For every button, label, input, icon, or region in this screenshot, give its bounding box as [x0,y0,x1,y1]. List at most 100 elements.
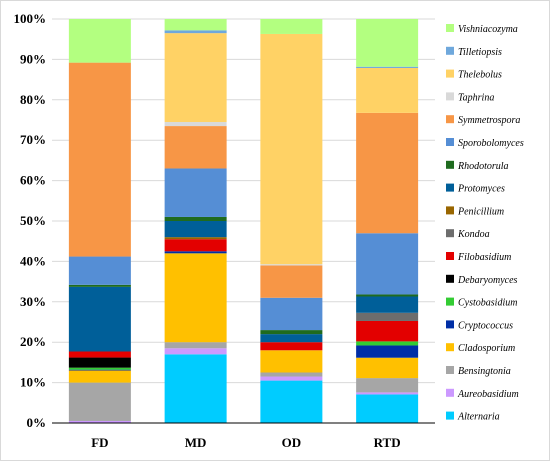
bars-layer [68,19,419,423]
bar-segment-debaryomyces-fd [68,357,131,368]
bar-segment-rhodotorula-md [164,216,227,221]
bar-segment-kondoa-rtd [356,312,419,321]
bar-segment-bensingtonia-fd [68,382,131,421]
x-tick-label: MD [185,435,207,450]
legend-label: Penicillium [457,206,504,217]
bar-segment-cladosporium-md [164,253,227,343]
legend-swatch [446,229,454,238]
y-tick-label: 40% [20,253,46,268]
bar-segment-cryptococcus-fd [68,369,131,371]
bar-segment-vishniacozyma-fd [68,19,131,63]
legend-label: Thelebolus [458,70,502,81]
y-tick-label: 0% [27,415,47,430]
bar-segment-protomyces-md [164,221,227,238]
bar-segment-sporobolomyces-md [164,168,227,217]
legend-swatch [446,183,454,192]
legend-swatch [446,69,454,78]
bar-segment-taphrina-od [260,264,323,266]
y-tick-label: 90% [20,51,46,66]
legend-label: Aureobasidium [457,389,519,400]
y-tick-label: 60% [20,173,46,188]
legend-label: Debaryomyces [457,275,518,286]
legend-label: Rhodotorula [457,161,509,172]
bar-segment-cystobasidium-fd [68,367,131,370]
y-tick-label: 70% [20,132,46,147]
legend-label: Alternaria [457,412,500,423]
legend-swatch [446,24,454,32]
legend-label: Vishniacozyma [458,24,518,35]
bar-segment-rhodotorula-od [260,330,323,335]
bar-segment-bensingtonia-od [260,372,323,377]
bar-segment-tilletiopsis-rtd [356,66,419,68]
legend-label: Protomyces [457,184,505,195]
legend-swatch [446,388,454,397]
bar-segment-filobasidium-md [164,239,227,252]
bar-segment-alternaria-od [260,380,323,423]
legend-label: Bensingtonia [458,366,511,377]
bar-segment-cryptococcus-rtd [356,345,419,358]
bar-segment-protomyces-rtd [356,296,419,313]
bar-segment-rhodotorula-fd [68,284,131,287]
legend-swatch [446,160,454,169]
legend-swatch [446,138,454,146]
bar-segment-cladosporium-od [260,350,323,373]
legend-swatch [446,366,454,374]
bar-segment-sporobolomyces-fd [68,256,131,285]
legend-swatch [446,274,454,283]
legend-label: Cladosporium [458,343,515,354]
bar-segment-aureobasidium-md [164,348,227,355]
legend-label: Cystobasidium [458,298,517,309]
y-tick-label: 10% [20,375,46,390]
x-tick-label: OD [282,435,302,450]
legend-swatch [446,92,454,101]
bar-segment-protomyces-fd [68,286,131,352]
bar-segment-alternaria-rtd [356,394,419,423]
legend: Vishniacozyma Tilletiopsis Thelebolus Taphr… [446,24,524,423]
bar-segment-rhodotorula-rtd [356,294,419,297]
legend-swatch [446,206,454,215]
bar-segment-alternaria-md [164,354,227,423]
y-tick-label: 30% [20,294,46,309]
y-tick-label: 50% [20,213,46,228]
y-tick-label: 100% [14,11,47,26]
bar-segment-filobasidium-fd [68,351,131,358]
bar-segment-cladosporium-fd [68,370,131,383]
bar-segment-symmetrospora-rtd [356,112,419,234]
bar-segment-tilletiopsis-md [164,30,227,34]
bar-segment-cystobasidium-rtd [356,341,419,346]
legend-swatch [446,252,454,260]
legend-swatch [446,46,454,55]
bar-segment-symmetrospora-fd [68,62,131,257]
bar-segment-aureobasidium-fd [68,420,131,423]
axis-layer: 0% 10% 20% 30% 40% 50% 60% 70% 80% 90% 100% FD MD OD R… [14,11,435,450]
bar-segment-aureobasidium-od [260,376,323,381]
bar-segment-vishniacozyma-rtd [356,19,419,67]
bar-segment-sporobolomyces-od [260,297,323,331]
bar-segment-bensingtonia-md [164,342,227,349]
y-tick-label: 20% [20,334,46,349]
legend-swatch [446,297,454,306]
bar-segment-aureobasidium-rtd [356,392,419,395]
bar-segment-thelebolus-od [260,33,323,265]
x-tick-label: FD [91,435,108,450]
legend-label: Taphrina [458,92,494,103]
legend-label: Tilletiopsis [458,47,502,58]
bar-segment-filobasidium-rtd [356,320,419,342]
legend-label: Sporobolomyces [458,138,524,149]
bar-segment-protomyces-od [260,334,323,343]
bar-segment-filobasidium-od [260,342,323,351]
bar-segment-cryptococcus-md [164,251,227,254]
legend-swatch [446,320,454,329]
x-tick-label: RTD [374,435,401,450]
legend-swatch [446,411,454,420]
legend-swatch [446,115,454,124]
bar-segment-penicillium-md [164,237,227,240]
y-tick-label: 80% [20,92,46,107]
legend-label: Symmetrospora [458,115,520,126]
bar-segment-thelebolus-rtd [356,67,419,113]
bar-segment-bensingtonia-rtd [356,378,419,393]
bar-segment-taphrina-md [164,122,227,127]
bar-segment-vishniacozyma-od [260,19,323,34]
bar-segment-symmetrospora-od [260,265,323,298]
